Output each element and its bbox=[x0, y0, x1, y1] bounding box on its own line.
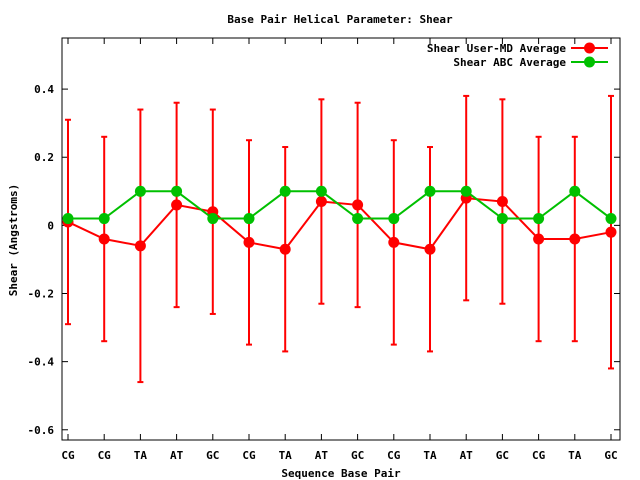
x-axis-label: Sequence Base Pair bbox=[281, 467, 401, 480]
data-point bbox=[315, 185, 327, 197]
data-point bbox=[207, 213, 219, 225]
data-point bbox=[605, 226, 617, 238]
x-tick-label: TA bbox=[279, 449, 293, 462]
data-point bbox=[388, 236, 400, 248]
data-point bbox=[569, 185, 581, 197]
data-point bbox=[134, 240, 146, 252]
x-axis: CG CG TA AT GC CG TA AT GC CG TA AT GC CG TA GC bbox=[61, 38, 618, 462]
series-line bbox=[67, 197, 612, 251]
x-tick-label: GC bbox=[351, 449, 364, 462]
x-tick-label: GC bbox=[604, 449, 617, 462]
data-point bbox=[388, 213, 400, 225]
data-point bbox=[279, 243, 291, 255]
data-point bbox=[134, 185, 146, 197]
data-point bbox=[171, 185, 183, 197]
x-tick-label: CG bbox=[532, 449, 546, 462]
data-point bbox=[533, 233, 545, 245]
data-point bbox=[605, 213, 617, 225]
data-point bbox=[569, 233, 581, 245]
series-line bbox=[68, 190, 612, 220]
y-axis: -0.6 -0.4 -0.2 0 0.2 0.4 bbox=[28, 83, 620, 437]
x-tick-label: GC bbox=[496, 449, 509, 462]
series-abc bbox=[62, 185, 617, 225]
plot-area bbox=[62, 94, 617, 384]
legend-marker bbox=[584, 56, 595, 68]
x-tick-label: GC bbox=[206, 449, 219, 462]
data-point bbox=[533, 213, 545, 225]
data-point bbox=[98, 213, 110, 225]
data-point bbox=[496, 213, 508, 225]
x-tick-label: AT bbox=[460, 449, 474, 462]
data-point bbox=[315, 196, 327, 208]
y-tick-label: 0 bbox=[47, 219, 54, 232]
x-tick-label: CG bbox=[242, 449, 256, 462]
legend-label: Shear ABC Average bbox=[453, 56, 566, 69]
data-point bbox=[352, 213, 364, 225]
data-point bbox=[98, 233, 110, 245]
data-point bbox=[424, 185, 436, 197]
legend-label: Shear User-MD Average bbox=[427, 42, 566, 55]
data-point bbox=[243, 236, 255, 248]
x-tick-label: CG bbox=[98, 449, 112, 462]
data-point bbox=[496, 196, 508, 208]
x-tick-label: AT bbox=[170, 449, 184, 462]
data-point bbox=[352, 199, 364, 211]
y-tick-label: -0.4 bbox=[28, 356, 55, 369]
y-tick-label: 0.2 bbox=[34, 151, 54, 164]
data-point bbox=[62, 213, 74, 225]
x-tick-label: TA bbox=[423, 449, 437, 462]
data-point bbox=[243, 213, 255, 225]
x-tick-label: TA bbox=[568, 449, 582, 462]
y-tick-label: 0.4 bbox=[34, 83, 54, 96]
data-point bbox=[424, 243, 436, 255]
x-tick-label: CG bbox=[387, 449, 401, 462]
x-tick-label: AT bbox=[315, 449, 329, 462]
data-point bbox=[279, 185, 291, 197]
y-tick-label: -0.2 bbox=[28, 288, 55, 301]
series-user-md bbox=[62, 94, 617, 384]
plot-frame bbox=[61, 37, 621, 441]
x-tick-label: CG bbox=[61, 449, 75, 462]
data-point bbox=[460, 185, 472, 197]
x-tick-label: TA bbox=[134, 449, 148, 462]
y-tick-label: -0.6 bbox=[28, 424, 55, 437]
data-point bbox=[171, 199, 183, 211]
y-axis-label: Shear (Angstroms) bbox=[7, 184, 20, 297]
legend-marker bbox=[584, 42, 595, 54]
chart-title: Base Pair Helical Parameter: Shear bbox=[227, 13, 453, 26]
